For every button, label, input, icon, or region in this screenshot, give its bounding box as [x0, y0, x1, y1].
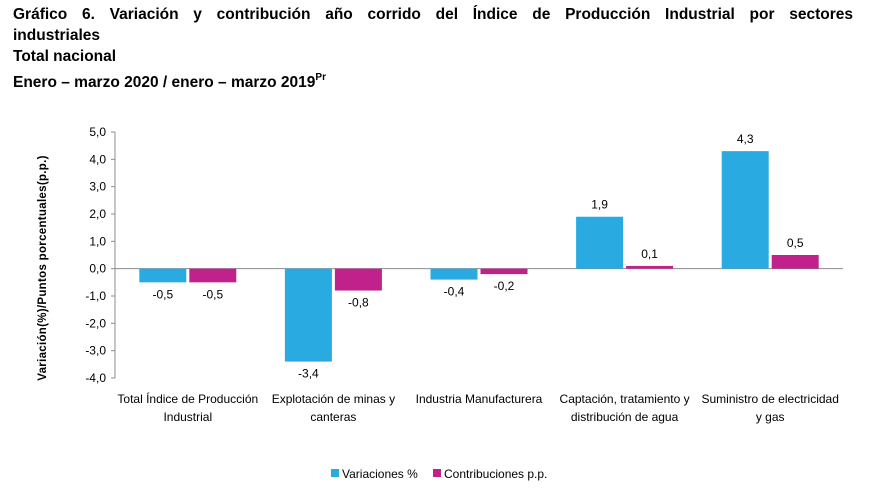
y-tick-label: 2,0 — [89, 207, 106, 221]
bar-contribucion — [626, 265, 674, 269]
y-tick-label: 0,0 — [89, 262, 106, 276]
data-label: -0,5 — [152, 287, 173, 301]
bar-contribucion — [189, 268, 237, 283]
chart-title-line-1: Gráfico 6. Variación y contribución año … — [13, 6, 853, 23]
y-axis-title: Variación(%)/Puntos porcentuales(p.p.) — [37, 155, 49, 380]
title-block: Gráfico 6. Variación y contribución año … — [13, 4, 853, 93]
data-label: 0,1 — [641, 247, 658, 261]
period-superscript: Pr — [315, 72, 326, 83]
y-tick-label: 4,0 — [89, 152, 106, 166]
bar-contribucion — [334, 268, 382, 291]
y-tick-label: 3,0 — [89, 180, 106, 194]
data-label: -0,5 — [202, 287, 223, 301]
data-label: -3,4 — [298, 367, 319, 381]
bar-variacion — [284, 268, 332, 362]
legend-label: Variaciones % — [342, 467, 418, 481]
legend-swatch — [331, 469, 339, 477]
bar-contribucion — [480, 268, 528, 275]
y-tick-label: -2,0 — [85, 316, 106, 330]
category-label: distribución de agua — [571, 410, 679, 424]
category-label: y gas — [756, 410, 785, 424]
legend-swatch — [433, 469, 441, 477]
category-label: Suministro de electricidad — [701, 392, 838, 406]
y-tick-label: 5,0 — [89, 125, 106, 139]
bar-variacion — [430, 268, 478, 280]
data-label: 4,3 — [737, 132, 754, 146]
y-tick-label: -3,0 — [85, 344, 106, 358]
data-label: -0,8 — [348, 296, 369, 310]
bar-variacion — [576, 216, 624, 269]
category-label: Industrial — [163, 410, 212, 424]
category-label: Explotación de minas y — [272, 392, 395, 406]
y-tick-label: 1,0 — [89, 234, 106, 248]
bar-contribucion — [771, 255, 819, 269]
bar-variacion — [721, 151, 769, 269]
data-label: -0,2 — [494, 279, 515, 293]
bar-variacion — [139, 268, 187, 283]
category-label: canteras — [310, 410, 356, 424]
data-label: 1,9 — [591, 198, 608, 212]
data-label: 0,5 — [787, 236, 804, 250]
period-text: Enero – marzo 2020 / enero – marzo 2019 — [13, 74, 316, 91]
chart-subtitle: Total nacional — [13, 48, 117, 65]
data-label: -0,4 — [444, 285, 465, 299]
chart-title-line-2: industriales — [13, 27, 100, 44]
category-label: Total Índice de Producción — [117, 391, 258, 406]
chart-period: Enero – marzo 2020 / enero – marzo 2019P… — [13, 67, 853, 93]
category-label: Industria Manufacturera — [416, 392, 543, 406]
y-tick-label: -4,0 — [85, 371, 106, 385]
y-tick-label: -1,0 — [85, 289, 106, 303]
category-label: Captación, tratamiento y — [560, 392, 690, 406]
legend-label: Contribuciones p.p. — [444, 467, 547, 481]
